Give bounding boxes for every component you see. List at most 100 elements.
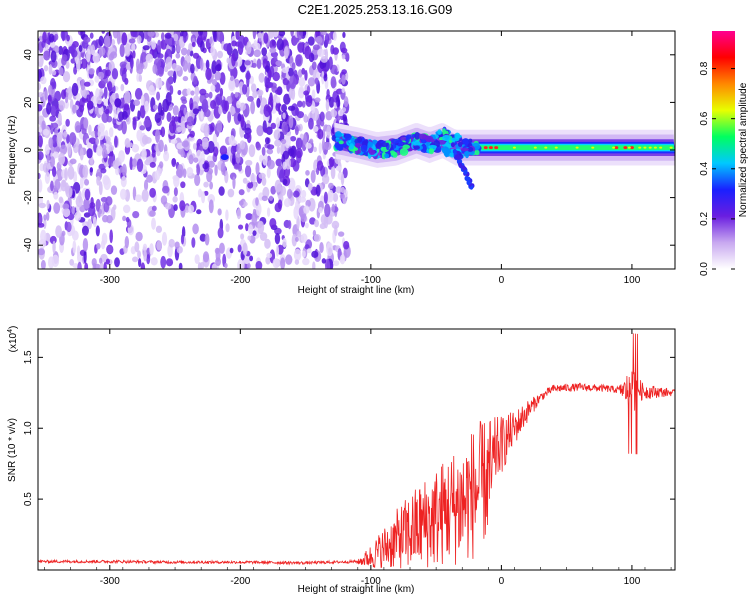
- spectrogram-noise-cell: [238, 200, 244, 206]
- spectrogram-noise-cell: [53, 151, 59, 159]
- spectrogram-noise-cell: [93, 263, 101, 269]
- spectrogram-noise-cell: [123, 103, 130, 111]
- spectrogram-signal-cell: [450, 142, 455, 148]
- colorbar-tick-label: 0.4: [699, 161, 710, 175]
- spectrogram-noise-cell: [272, 71, 280, 82]
- spectrogram-noise-cell: [128, 38, 136, 44]
- spectrogram-noise-cell: [158, 161, 164, 169]
- spectrogram-noise-cell: [290, 135, 297, 142]
- spectrogram-noise-cell: [197, 262, 202, 269]
- spectrogram-hotspot: [629, 146, 634, 150]
- spectrogram-noise-cell: [284, 135, 291, 149]
- spectrogram-noise-cell: [340, 186, 345, 194]
- spectrogram-noise-cell: [287, 105, 296, 111]
- spectrogram-noise-cell: [131, 42, 136, 53]
- spectrogram-noise-cell: [302, 133, 307, 146]
- spectrogram-noise-cell: [249, 173, 257, 183]
- spectrogram-noise-cell: [305, 199, 311, 208]
- spectrogram-noise-cell: [129, 57, 134, 69]
- spectrogram-noise-cell: [291, 233, 297, 247]
- spectrogram-noise-cell: [262, 186, 270, 199]
- spectrogram-noise-cell: [295, 147, 303, 159]
- spectrogram-noise-cell: [301, 67, 306, 75]
- spectrogram-noise-cell: [58, 100, 65, 106]
- spectrogram-noise-cell: [184, 205, 190, 213]
- spectrogram-noise-cell: [166, 112, 172, 122]
- spectrogram-noise-cell: [172, 195, 178, 203]
- spectrogram-hotspot: [643, 146, 647, 149]
- spectrogram-noise-cell: [176, 164, 184, 179]
- spectrogram-noise-cell: [101, 31, 105, 34]
- spectrogram-noise-cell: [305, 95, 313, 108]
- spectrogram-noise-cell: [66, 34, 70, 42]
- spectrogram-noise-cell: [105, 69, 112, 77]
- spectrogram-hotspot: [512, 146, 516, 149]
- spectrogram-noise-cell: [51, 254, 60, 268]
- spectrogram-noise-cell: [332, 47, 340, 55]
- spectrogram-noise-cell: [330, 165, 336, 180]
- spectrogram-noise-cell: [278, 31, 286, 37]
- spectrogram-noise-cell: [142, 243, 148, 252]
- spectrogram-y-tick-label: -40: [23, 238, 34, 253]
- spectrogram-signal-cell: [456, 155, 461, 161]
- spectrogram-noise-cell: [245, 223, 249, 232]
- spectrogram-noise-cell: [236, 100, 241, 109]
- spectrogram-noise-cell: [193, 157, 199, 163]
- spectrogram-noise-cell: [247, 182, 254, 189]
- spectrogram-noise-cell: [154, 112, 162, 124]
- spectrogram-noise-cell: [188, 43, 193, 52]
- spectrogram-noise-cell: [264, 75, 268, 86]
- spectrogram-noise-cell: [323, 141, 332, 151]
- spectrogram-noise-cell: [343, 240, 350, 250]
- spectrogram-noise-cell: [237, 244, 242, 253]
- spectrogram-noise-cell: [57, 112, 62, 126]
- spectrogram-noise-cell: [325, 98, 330, 112]
- spectrogram-noise-cell: [136, 129, 143, 142]
- spectrogram-noise-cell: [101, 214, 109, 223]
- spectrogram-noise-cell: [324, 203, 331, 218]
- spectrogram-noise-cell: [268, 31, 274, 39]
- spectrogram-hotspot: [659, 146, 663, 149]
- spectrogram-noise-cell: [340, 173, 345, 186]
- spectrogram-noise-cell: [324, 259, 331, 269]
- spectrogram-noise-cell: [331, 203, 335, 213]
- spectrogram-signal-cell: [458, 162, 463, 168]
- spectrogram-noise-cell: [83, 81, 91, 87]
- spectrogram-noise-cell: [147, 31, 155, 37]
- spectrogram-noise-cell: [224, 262, 228, 269]
- spectrogram-noise-cell: [200, 40, 205, 53]
- spectrogram-noise-cell: [173, 187, 178, 197]
- spectrogram-noise-cell: [165, 91, 172, 106]
- spectrogram-signal-cell: [466, 180, 471, 186]
- spectrogram-noise-cell: [218, 186, 225, 196]
- spectrogram-hotspot: [614, 146, 619, 150]
- spectrogram-noise-cell: [186, 88, 191, 96]
- spectrogram-signal-cell: [418, 145, 423, 150]
- spectrogram-noise-cell: [269, 218, 277, 229]
- spectrogram-noise-cell: [72, 263, 79, 269]
- spectrogram-noise-cell: [189, 130, 195, 138]
- spectrogram-noise-cell: [81, 225, 89, 236]
- spectrogram-noise-cell: [285, 254, 293, 265]
- spectrogram-x-tick-label: -200: [230, 275, 250, 286]
- spectrogram-noise-cell: [224, 100, 230, 112]
- spectrogram-noise-cell: [332, 260, 340, 266]
- spectrogram-noise-cell: [95, 137, 99, 145]
- spectrogram-noise-cell: [199, 93, 207, 104]
- spectrogram-noise-cell: [108, 127, 114, 138]
- spectrogram-noise-cell: [133, 99, 141, 106]
- spectrogram-noise-cell: [307, 182, 313, 191]
- spectrogram-noise-cell: [62, 203, 70, 210]
- spectrogram-noise-cell: [304, 45, 312, 60]
- spectrogram-noise-cell: [233, 163, 241, 170]
- spectrogram-noise-cell: [165, 202, 172, 210]
- spectrogram-noise-cell: [216, 63, 222, 71]
- spectrogram-noise-cell: [314, 219, 320, 228]
- spectrogram-signal-cell: [342, 143, 347, 148]
- spectrogram-noise-cell: [321, 258, 327, 264]
- spectrogram-noise-cell: [180, 233, 185, 245]
- spectrogram-noise-cell: [163, 150, 170, 162]
- spectrogram-noise-cell: [177, 90, 182, 96]
- spectrogram-noise-cell: [301, 189, 307, 199]
